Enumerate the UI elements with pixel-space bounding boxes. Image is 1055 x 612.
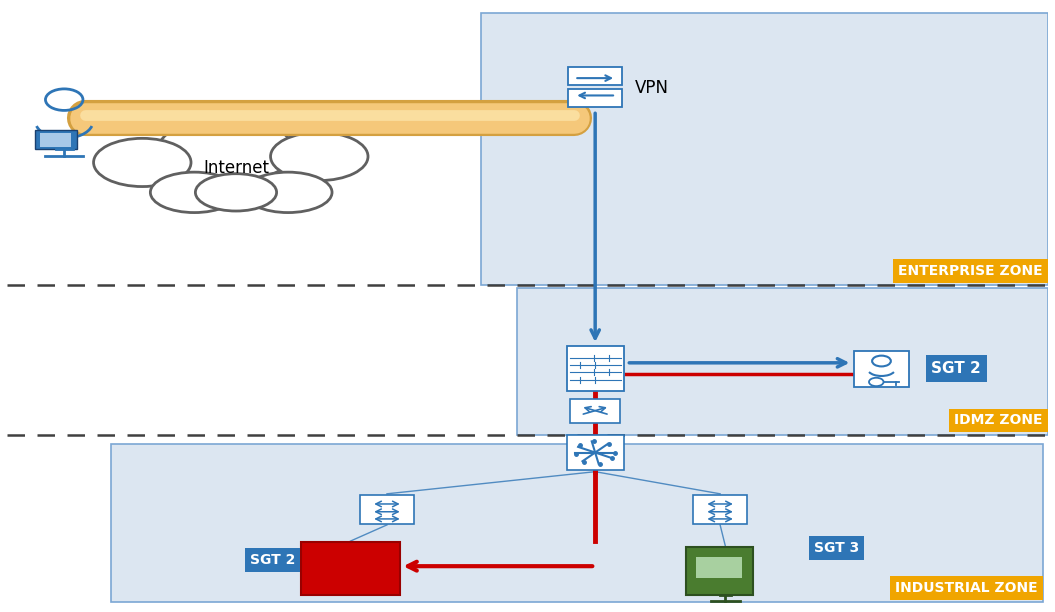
Ellipse shape <box>158 118 293 184</box>
Ellipse shape <box>195 174 276 211</box>
FancyBboxPatch shape <box>567 346 624 391</box>
FancyBboxPatch shape <box>517 288 1048 435</box>
FancyBboxPatch shape <box>111 444 1042 602</box>
Text: SGT 2: SGT 2 <box>250 553 295 567</box>
Ellipse shape <box>244 172 332 212</box>
FancyBboxPatch shape <box>301 542 401 595</box>
FancyBboxPatch shape <box>855 351 908 387</box>
FancyBboxPatch shape <box>568 89 622 108</box>
Ellipse shape <box>94 138 191 187</box>
Ellipse shape <box>270 132 368 181</box>
FancyBboxPatch shape <box>40 133 72 147</box>
Text: SGT 2: SGT 2 <box>932 361 981 376</box>
Text: IDMZ ZONE: IDMZ ZONE <box>955 414 1042 427</box>
FancyBboxPatch shape <box>360 495 414 524</box>
Text: INDUSTRIAL ZONE: INDUSTRIAL ZONE <box>895 581 1038 595</box>
FancyBboxPatch shape <box>696 556 742 578</box>
FancyBboxPatch shape <box>568 67 622 85</box>
FancyBboxPatch shape <box>693 495 747 524</box>
Text: ENTERPRISE ZONE: ENTERPRISE ZONE <box>898 264 1042 278</box>
Text: SGT 3: SGT 3 <box>813 541 859 555</box>
FancyBboxPatch shape <box>35 130 77 149</box>
FancyBboxPatch shape <box>481 13 1048 285</box>
Ellipse shape <box>151 172 238 212</box>
FancyBboxPatch shape <box>686 547 753 595</box>
Text: VPN: VPN <box>635 79 669 97</box>
FancyBboxPatch shape <box>567 435 624 471</box>
Text: Internet: Internet <box>203 160 269 177</box>
FancyBboxPatch shape <box>570 398 620 423</box>
